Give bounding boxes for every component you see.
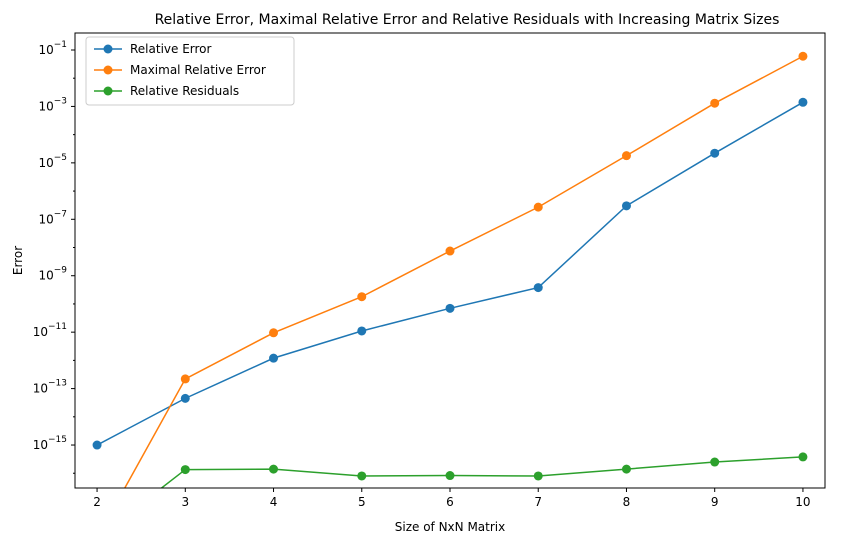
data-point — [269, 328, 279, 338]
legend-label: Relative Residuals — [130, 84, 239, 98]
y-tick-label: 10−1 — [38, 40, 67, 57]
data-point — [621, 151, 631, 161]
data-point — [269, 464, 279, 474]
legend-item: Relative Error — [94, 42, 212, 56]
y-tick-label: 10−7 — [38, 209, 67, 226]
y-tick-label: 10−5 — [38, 153, 67, 170]
legend-marker — [103, 65, 113, 75]
data-point — [445, 303, 455, 313]
data-point — [357, 326, 367, 336]
series-relative-residuals — [160, 452, 808, 488]
legend-item: Relative Residuals — [94, 84, 239, 98]
data-point — [445, 246, 455, 256]
x-tick-label: 7 — [534, 495, 542, 509]
data-point — [92, 440, 102, 450]
legend-label: Maximal Relative Error — [130, 63, 266, 77]
data-point — [798, 51, 808, 61]
x-tick-label: 10 — [795, 495, 810, 509]
x-tick-label: 9 — [711, 495, 719, 509]
data-point — [180, 393, 190, 403]
y-tick-label: 10−13 — [33, 379, 67, 396]
data-point — [533, 283, 543, 293]
x-tick-label: 2 — [93, 495, 101, 509]
data-point — [621, 201, 631, 211]
data-point — [533, 202, 543, 212]
data-point — [710, 457, 720, 467]
data-point — [710, 148, 720, 158]
legend-item: Maximal Relative Error — [94, 63, 266, 77]
data-point — [269, 353, 279, 363]
data-point — [357, 292, 367, 302]
data-point — [445, 471, 455, 481]
data-point — [180, 465, 190, 475]
chart-title: Relative Error, Maximal Relative Error a… — [155, 12, 780, 28]
y-tick-label: 10−11 — [33, 322, 67, 339]
series-relative-error — [92, 97, 808, 450]
data-point — [180, 374, 190, 384]
series-maximal-relative-error — [123, 51, 808, 488]
legend-box — [85, 36, 295, 106]
legend-marker — [103, 86, 113, 96]
y-axis-title: Error — [11, 246, 25, 275]
data-point — [798, 452, 808, 462]
y-axis: 10−15 10−13 10−11 10−9 10−7 10−5 10−3 10−1 — [33, 40, 75, 474]
data-point — [798, 97, 808, 107]
data-point — [357, 471, 367, 481]
x-tick-label: 5 — [358, 495, 366, 509]
x-tick-label: 3 — [181, 495, 189, 509]
data-point — [621, 464, 631, 474]
y-tick-label: 10−3 — [38, 96, 67, 113]
x-axis-title: Size of NxN Matrix — [395, 520, 505, 534]
x-tick-label: 6 — [446, 495, 454, 509]
legend-label: Relative Error — [130, 42, 212, 56]
legend: Relative Error Maximal Relative Error Rela… — [85, 36, 295, 106]
x-tick-label: 4 — [270, 495, 278, 509]
data-point — [533, 471, 543, 481]
x-tick-label: 8 — [623, 495, 631, 509]
y-tick-label: 10−15 — [33, 435, 67, 452]
legend-marker — [103, 44, 113, 54]
x-axis: 2 3 4 5 6 7 8 9 10 — [93, 488, 811, 509]
y-tick-label: 10−9 — [38, 266, 67, 283]
data-point — [710, 98, 720, 108]
series-layer — [92, 51, 808, 488]
